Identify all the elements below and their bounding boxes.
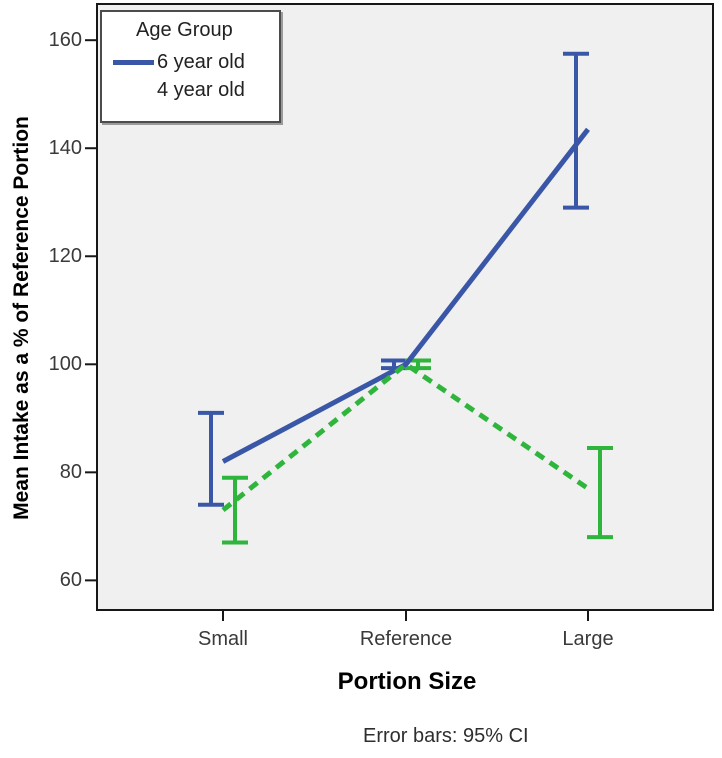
- x-tick-label: Small: [197, 628, 248, 650]
- legend-item: 4 year old: [102, 76, 279, 104]
- y-axis-title: Mean Intake as a % of Reference Portion: [10, 116, 33, 520]
- legend-title: Age Group: [136, 19, 233, 41]
- legend-item: 6 year old: [102, 48, 279, 76]
- y-tick-label: 140: [48, 137, 82, 160]
- x-tick-label: Reference: [359, 628, 453, 650]
- y-tick-label: 120: [48, 245, 82, 268]
- y-tick-label: 100: [48, 353, 82, 376]
- x-tick-label: Large: [562, 628, 614, 650]
- x-axis-title: Portion Size: [337, 668, 477, 695]
- y-tick-label: 160: [48, 29, 82, 52]
- legend: Age Group 6 year old 4 year old: [100, 10, 281, 123]
- legend-line-sample-solid: [113, 59, 154, 65]
- legend-item-label: 4 year old: [157, 78, 245, 101]
- y-tick-label: 80: [59, 461, 82, 484]
- legend-item-label: 6 year old: [157, 50, 245, 73]
- error-bar-caption: Error bars: 95% CI: [363, 725, 529, 747]
- legend-items: 6 year old 4 year old: [102, 48, 279, 104]
- legend-line-sample-dashed: [113, 88, 154, 93]
- y-tick-label: 60: [59, 569, 82, 592]
